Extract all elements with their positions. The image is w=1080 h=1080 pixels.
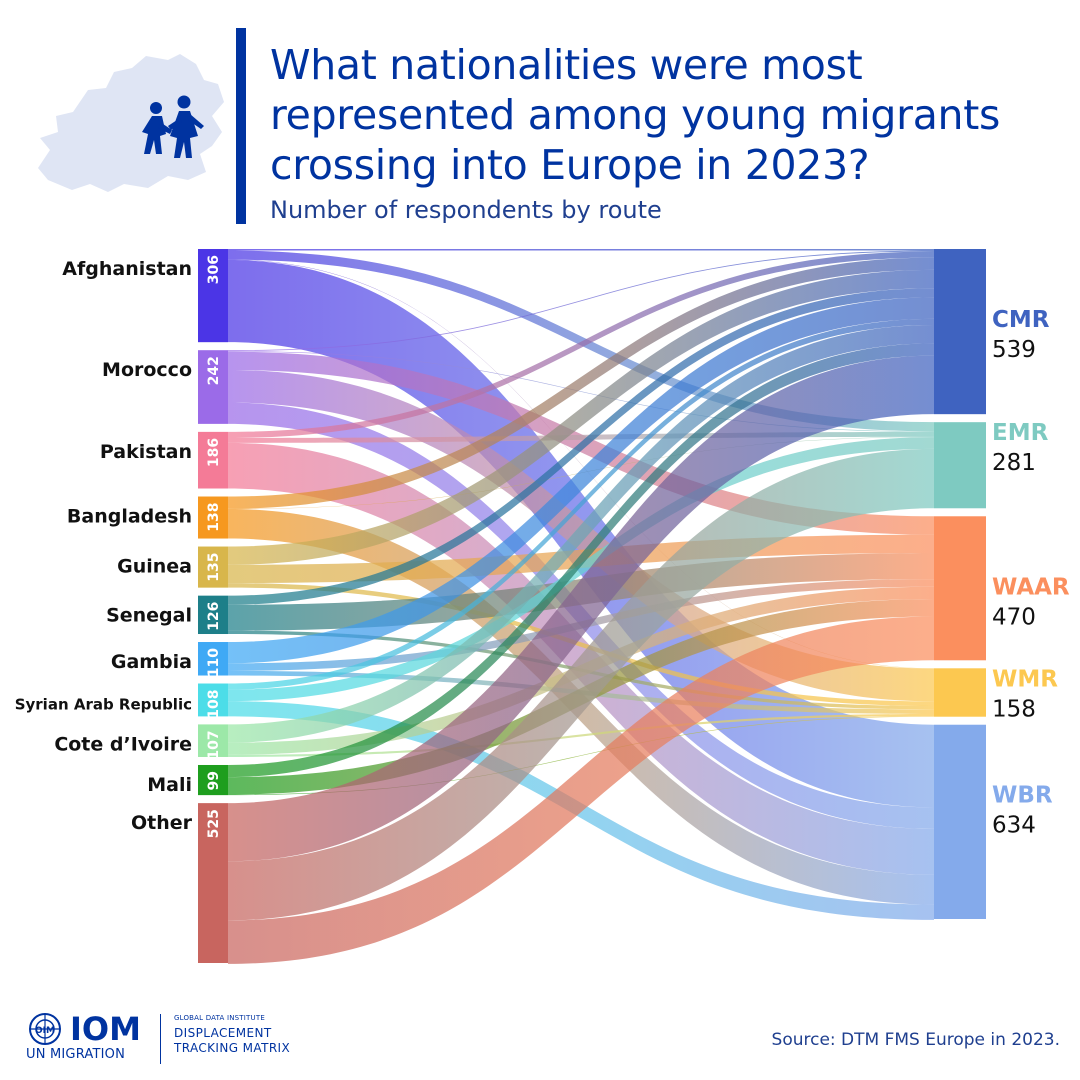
source-node-mali <box>198 764 228 796</box>
flow-syrian-arab-republic-to-emr <box>228 437 934 702</box>
target-label-emr: EMR <box>992 420 1049 446</box>
flow-cote-d-ivoire-to-wmr <box>228 713 934 757</box>
flow-other-to-cmr <box>228 355 934 862</box>
flow-guinea-to-wmr <box>228 583 934 706</box>
flow-guinea-to-cmr <box>228 269 934 565</box>
svg-text:OIM: OIM <box>35 1026 55 1036</box>
sankey-nodes <box>198 249 986 963</box>
un-emblem-icon: OIM <box>29 1013 61 1045</box>
target-node-waar <box>934 516 986 661</box>
source-label-other: Other <box>131 812 193 834</box>
source-value-bangladesh: 138 <box>206 503 222 532</box>
source-label-cote-d-ivoire: Cote d’Ivoire <box>54 733 192 755</box>
source-value-morocco: 242 <box>206 356 222 385</box>
target-node-wmr <box>934 668 986 717</box>
target-label-wmr: WMR <box>992 666 1058 692</box>
target-label-wbr: WBR <box>992 783 1053 809</box>
sankey-labels: 306 Afghanistan 242 Morocco 186 Pakistan 138 Ba… <box>15 255 1070 839</box>
flow-other-to-emr <box>228 448 934 921</box>
target-value-waar: 470 <box>992 604 1036 630</box>
source-label-gambia: Gambia <box>111 651 192 673</box>
flow-mali-to-cmr <box>228 343 934 778</box>
source-value-mali: 99 <box>206 771 222 790</box>
flow-cote-d-ivoire-to-cmr <box>228 324 934 743</box>
flow-afghanistan-to-wmr <box>228 259 934 669</box>
source-label-mali: Mali <box>147 774 192 796</box>
source-value-gambia: 110 <box>206 648 222 677</box>
flow-bangladesh-to-cmr <box>228 257 934 509</box>
flow-mali-to-wmr <box>228 716 934 796</box>
source-value-senegal: 126 <box>206 602 222 631</box>
iom-logo: OIM IOM UN MIGRATION GLOBAL DATA INSTITU… <box>26 1012 346 1066</box>
target-value-wbr: 634 <box>992 813 1036 839</box>
source-node-morocco <box>198 350 228 424</box>
logo-gdi-text: GLOBAL DATA INSTITUTE <box>174 1014 265 1022</box>
source-note: Source: DTM FMS Europe in 2023. <box>771 1030 1060 1050</box>
logo-sub-text: UN MIGRATION <box>26 1047 126 1062</box>
flow-syrian-arab-republic-to-cmr <box>228 318 934 690</box>
target-value-emr: 281 <box>992 450 1036 476</box>
source-node-guinea <box>198 546 228 588</box>
logo-divider <box>160 1014 161 1064</box>
source-node-senegal <box>198 595 228 635</box>
source-node-gambia <box>198 642 228 676</box>
source-value-guinea: 135 <box>206 553 222 582</box>
source-label-guinea: Guinea <box>117 556 192 578</box>
logo-dtm-line2: TRACKING MATRIX <box>174 1041 291 1055</box>
flow-morocco-to-cmr <box>228 250 934 352</box>
flow-afghanistan-to-cmr <box>228 249 934 251</box>
source-node-bangladesh <box>198 496 228 539</box>
logo-dtm-line1: DISPLACEMENT <box>174 1026 272 1040</box>
logo-main-text: IOM <box>70 1010 141 1048</box>
flow-gambia-to-cmr <box>228 297 934 664</box>
children-icon <box>142 95 204 158</box>
source-label-afghanistan: Afghanistan <box>62 258 192 280</box>
source-node-syrian-arab-republic <box>198 683 228 717</box>
flow-afghanistan-to-emr <box>228 250 934 432</box>
target-node-cmr <box>934 249 986 415</box>
source-value-cote-d-ivoire: 107 <box>206 730 222 759</box>
sankey-links <box>228 249 934 964</box>
target-node-wbr <box>934 724 986 919</box>
source-label-senegal: Senegal <box>106 605 192 627</box>
source-label-syrian-arab-republic: Syrian Arab Republic <box>15 696 192 714</box>
source-value-pakistan: 186 <box>206 438 222 467</box>
source-value-afghanistan: 306 <box>206 255 222 284</box>
source-node-cote-d-ivoire <box>198 724 228 757</box>
source-label-bangladesh: Bangladesh <box>67 506 192 528</box>
source-label-morocco: Morocco <box>102 359 192 381</box>
europe-map-icon <box>38 54 224 192</box>
source-node-other <box>198 803 228 963</box>
source-node-pakistan <box>198 431 228 489</box>
target-label-cmr: CMR <box>992 307 1050 333</box>
page-title: What nationalities were most represented… <box>270 41 1001 189</box>
target-value-cmr: 539 <box>992 337 1036 363</box>
source-label-pakistan: Pakistan <box>100 441 192 463</box>
flow-pakistan-to-cmr <box>228 251 934 438</box>
target-label-waar: WAAR <box>992 574 1070 600</box>
target-node-emr <box>934 422 986 509</box>
flow-other-to-waar <box>228 616 934 964</box>
source-value-other: 525 <box>206 809 222 838</box>
title-accent-bar <box>236 28 246 224</box>
flow-morocco-to-emr <box>228 351 934 432</box>
source-value-syrian-arab-republic: 108 <box>206 690 222 719</box>
page-subtitle: Number of respondents by route <box>270 196 662 224</box>
target-value-wmr: 158 <box>992 696 1036 722</box>
source-node-afghanistan <box>198 249 228 343</box>
flow-senegal-to-cmr <box>228 288 934 605</box>
